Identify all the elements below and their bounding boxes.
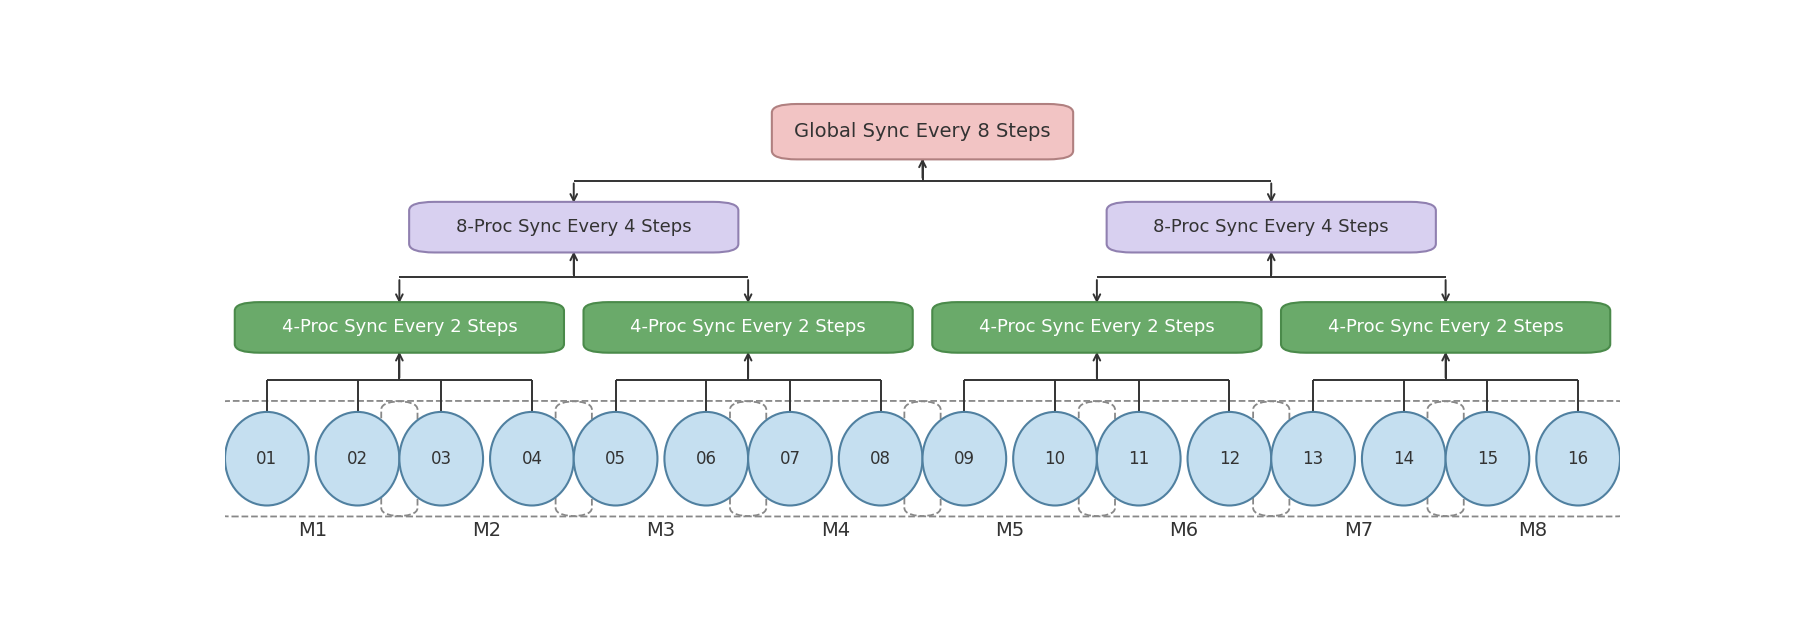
Text: 8-Proc Sync Every 4 Steps: 8-Proc Sync Every 4 Steps bbox=[1154, 218, 1390, 236]
Text: 4-Proc Sync Every 2 Steps: 4-Proc Sync Every 2 Steps bbox=[1328, 319, 1564, 337]
Text: 03: 03 bbox=[430, 450, 452, 467]
Text: 8-Proc Sync Every 4 Steps: 8-Proc Sync Every 4 Steps bbox=[455, 218, 691, 236]
Ellipse shape bbox=[400, 412, 482, 505]
Ellipse shape bbox=[922, 412, 1006, 505]
Text: 15: 15 bbox=[1478, 450, 1498, 467]
Ellipse shape bbox=[1096, 412, 1181, 505]
Text: M7: M7 bbox=[1345, 521, 1373, 540]
Text: M5: M5 bbox=[995, 521, 1024, 540]
Text: 01: 01 bbox=[256, 450, 277, 467]
Text: 09: 09 bbox=[954, 450, 976, 467]
Text: 4-Proc Sync Every 2 Steps: 4-Proc Sync Every 2 Steps bbox=[979, 319, 1215, 337]
Ellipse shape bbox=[225, 412, 310, 505]
Ellipse shape bbox=[1535, 412, 1620, 505]
Text: 12: 12 bbox=[1219, 450, 1240, 467]
Text: 07: 07 bbox=[779, 450, 801, 467]
Text: M8: M8 bbox=[1517, 521, 1548, 540]
Text: M2: M2 bbox=[472, 521, 500, 540]
Text: 16: 16 bbox=[1568, 450, 1589, 467]
Text: 14: 14 bbox=[1393, 450, 1415, 467]
Ellipse shape bbox=[839, 412, 922, 505]
FancyBboxPatch shape bbox=[1107, 202, 1436, 252]
Text: M1: M1 bbox=[297, 521, 328, 540]
Ellipse shape bbox=[1188, 412, 1271, 505]
Text: 10: 10 bbox=[1044, 450, 1066, 467]
FancyBboxPatch shape bbox=[932, 302, 1262, 353]
FancyBboxPatch shape bbox=[234, 302, 563, 353]
Text: Global Sync Every 8 Steps: Global Sync Every 8 Steps bbox=[794, 122, 1051, 141]
Ellipse shape bbox=[1445, 412, 1530, 505]
Text: M3: M3 bbox=[646, 521, 675, 540]
FancyBboxPatch shape bbox=[409, 202, 738, 252]
FancyBboxPatch shape bbox=[772, 104, 1073, 159]
Ellipse shape bbox=[1363, 412, 1445, 505]
Text: 05: 05 bbox=[605, 450, 626, 467]
Text: M4: M4 bbox=[821, 521, 850, 540]
Text: M6: M6 bbox=[1170, 521, 1199, 540]
Text: 06: 06 bbox=[697, 450, 716, 467]
Ellipse shape bbox=[664, 412, 749, 505]
Text: 4-Proc Sync Every 2 Steps: 4-Proc Sync Every 2 Steps bbox=[630, 319, 866, 337]
Ellipse shape bbox=[315, 412, 400, 505]
Ellipse shape bbox=[490, 412, 574, 505]
Ellipse shape bbox=[574, 412, 657, 505]
Ellipse shape bbox=[1013, 412, 1096, 505]
Ellipse shape bbox=[749, 412, 832, 505]
FancyBboxPatch shape bbox=[583, 302, 913, 353]
Text: 4-Proc Sync Every 2 Steps: 4-Proc Sync Every 2 Steps bbox=[281, 319, 517, 337]
FancyBboxPatch shape bbox=[1282, 302, 1611, 353]
Text: 04: 04 bbox=[522, 450, 542, 467]
Ellipse shape bbox=[1271, 412, 1355, 505]
Text: 02: 02 bbox=[347, 450, 367, 467]
Text: 13: 13 bbox=[1303, 450, 1323, 467]
Text: 11: 11 bbox=[1129, 450, 1150, 467]
Text: 08: 08 bbox=[869, 450, 891, 467]
